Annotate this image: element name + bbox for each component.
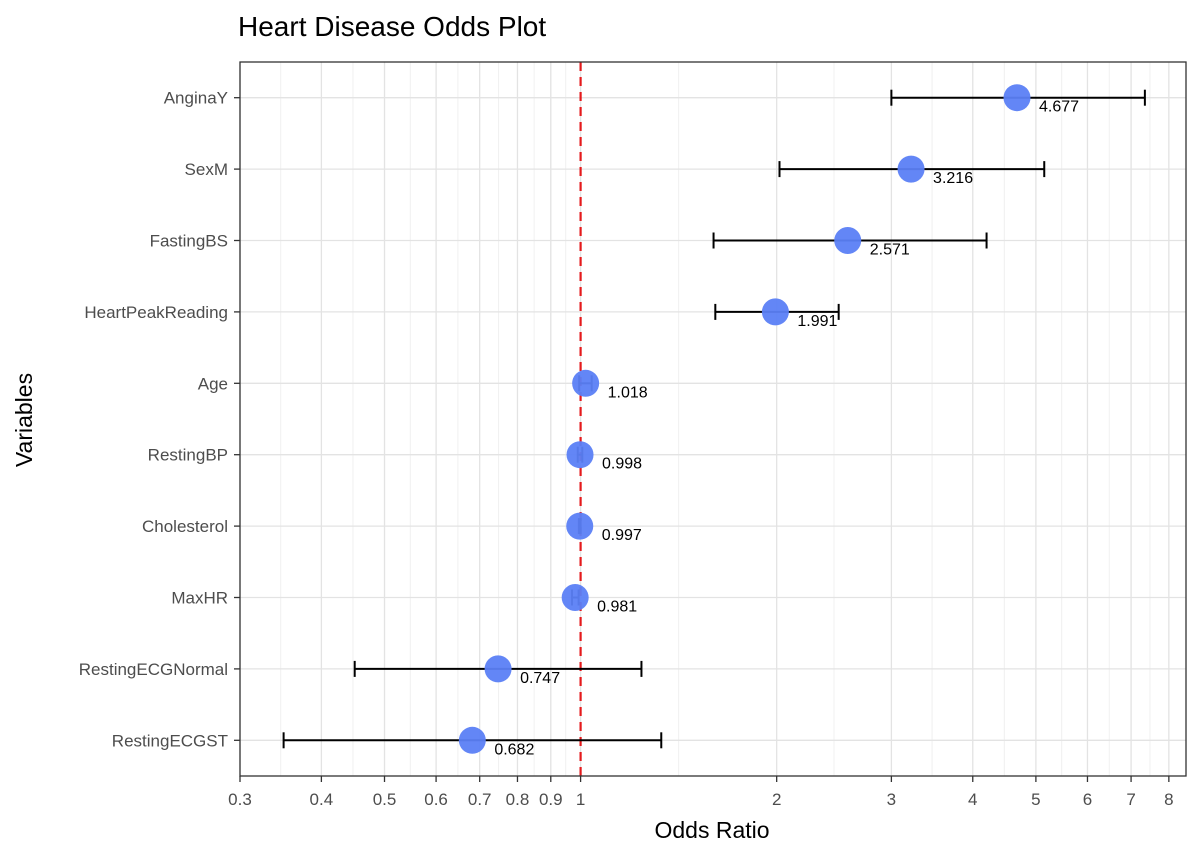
data-point [572, 369, 600, 397]
grid-layer [239, 62, 1186, 776]
y-category-label: Age [198, 374, 228, 393]
data-point [834, 227, 862, 254]
plot-panel-background [240, 62, 1186, 776]
x-tick-label: 4 [968, 790, 977, 809]
data-point [897, 155, 925, 183]
x-tick-label: 8 [1164, 790, 1173, 809]
y-category-label: RestingECGST [112, 731, 228, 750]
x-tick-label: 0.6 [424, 790, 448, 809]
data-label: 0.998 [602, 456, 642, 473]
x-tick-label: 2 [772, 790, 781, 809]
data-label-layer: 4.677 3.216 2.571 1.991 1.018 0.998 0.997 0.981… [494, 99, 1079, 759]
x-axis: 0.3 0.4 0.5 0.6 0.7 0.8 0.9 1 2 3 4 5 6 7 8 [228, 776, 1174, 809]
data-label: 0.747 [520, 670, 560, 687]
data-label: 0.997 [602, 527, 642, 544]
data-point [566, 512, 594, 540]
x-axis-title: Odds Ratio [654, 817, 769, 843]
x-tick-label: 0.9 [539, 790, 563, 809]
y-category-label: AnginaY [164, 89, 228, 108]
x-tick-label: 0.3 [228, 790, 252, 809]
data-point [1003, 84, 1031, 112]
data-label: 4.677 [1039, 99, 1079, 116]
data-point [761, 298, 789, 326]
y-category-label: HeartPeakReading [84, 303, 228, 322]
y-category-label: Cholesterol [142, 517, 228, 536]
x-tick-label: 0.8 [506, 790, 530, 809]
x-tick-label: 0.4 [310, 790, 334, 809]
x-tick-label: 0.5 [373, 790, 397, 809]
x-tick-label: 5 [1031, 790, 1040, 809]
data-point [484, 655, 512, 683]
data-point [458, 726, 486, 754]
data-label: 0.981 [597, 599, 637, 616]
chart-title: Heart Disease Odds Plot [238, 11, 546, 42]
x-tick-label: 1 [576, 790, 585, 809]
data-label: 2.571 [870, 242, 910, 259]
y-category-label: RestingECGNormal [79, 660, 228, 679]
y-category-label: SexM [185, 160, 228, 179]
plot-panel-border [239, 61, 1187, 777]
data-label: 3.216 [933, 170, 973, 187]
data-label: 1.991 [797, 313, 837, 330]
y-axis-title: Variables [11, 373, 37, 467]
y-category-label: FastingBS [150, 232, 228, 251]
data-label: 0.682 [494, 741, 534, 758]
point-layer [458, 84, 1031, 754]
x-tick-label: 3 [887, 790, 896, 809]
y-category-label: RestingBP [148, 446, 228, 465]
x-tick-label: 6 [1083, 790, 1092, 809]
y-axis: AnginaY SexM FastingBS HeartPeakReading Age R… [79, 89, 240, 750]
y-category-label: MaxHR [171, 589, 228, 608]
x-tick-label: 7 [1126, 790, 1135, 809]
data-point [561, 584, 589, 611]
x-tick-label: 0.7 [468, 790, 492, 809]
data-label: 1.018 [608, 384, 648, 401]
data-point [566, 441, 594, 469]
errorbar-layer [282, 89, 1146, 749]
